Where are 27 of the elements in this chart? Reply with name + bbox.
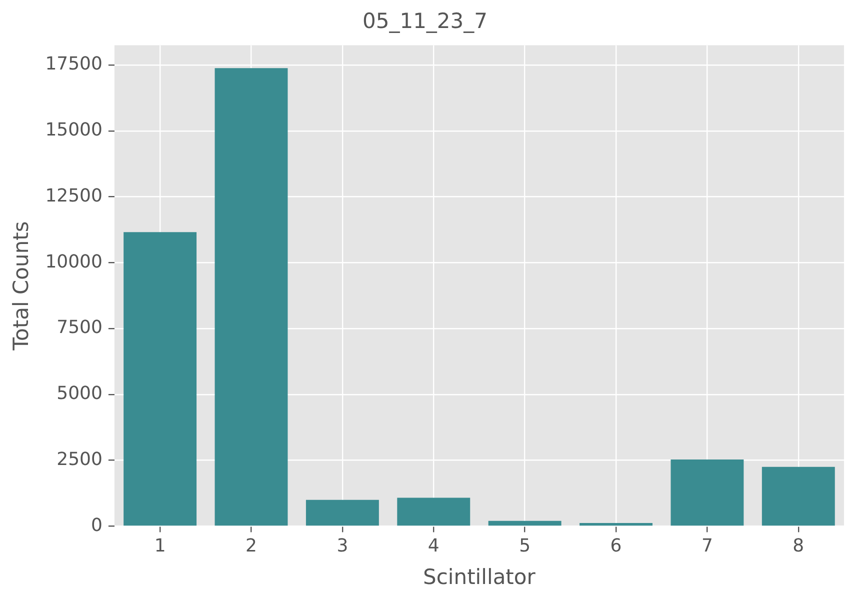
chart-title: 05_11_23_7 bbox=[362, 9, 488, 34]
x-tick-label: 7 bbox=[701, 536, 713, 557]
bar bbox=[670, 460, 744, 526]
y-tick-label: 0 bbox=[91, 514, 102, 536]
x-tick-label: 5 bbox=[519, 536, 531, 557]
bar bbox=[124, 232, 197, 526]
bar bbox=[580, 523, 652, 526]
y-tick-label: 10000 bbox=[45, 251, 102, 272]
x-tick-label: 1 bbox=[154, 536, 166, 557]
y-tick-label: 15000 bbox=[45, 120, 102, 141]
x-tick-label: 2 bbox=[246, 536, 257, 557]
x-tick-label: 6 bbox=[610, 536, 622, 557]
y-tick-label: 17500 bbox=[45, 54, 102, 75]
bar bbox=[488, 520, 562, 526]
y-tick-label: 5000 bbox=[56, 383, 102, 404]
x-tick-label: 4 bbox=[428, 536, 440, 557]
bar bbox=[397, 498, 470, 526]
x-tick-label: 3 bbox=[336, 536, 348, 557]
bar bbox=[762, 466, 835, 526]
y-tick-label: 12500 bbox=[45, 185, 102, 206]
x-tick-label: 8 bbox=[792, 536, 804, 557]
y-tick-label: 7500 bbox=[56, 317, 102, 338]
x-axis-title: Scintillator bbox=[423, 564, 536, 589]
y-axis-title: Total Counts bbox=[9, 221, 34, 352]
bar bbox=[306, 500, 379, 526]
y-tick-label: 2500 bbox=[56, 448, 102, 470]
bar bbox=[214, 68, 288, 526]
